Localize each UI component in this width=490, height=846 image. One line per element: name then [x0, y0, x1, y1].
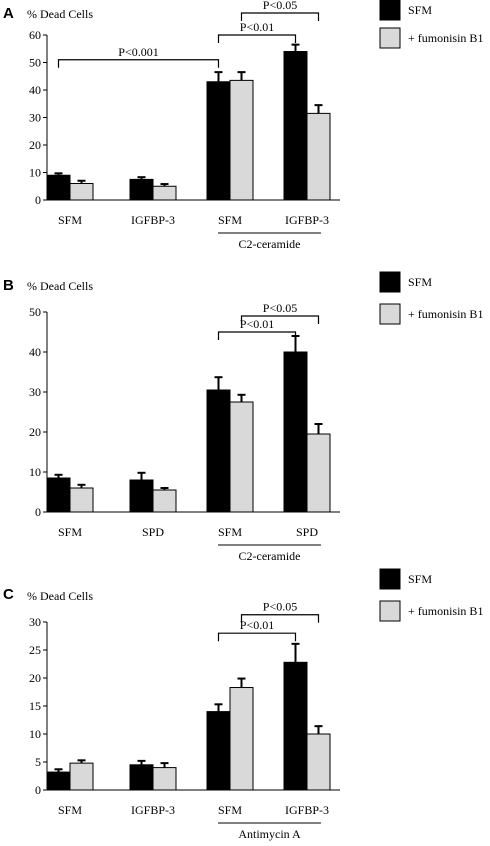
bar-fumonisin-1: [152, 489, 177, 513]
x-tick-label: SFM: [218, 803, 242, 817]
significance-label: P<0.001: [118, 45, 158, 59]
bar-fumonisin-3: [306, 112, 331, 201]
bar-sfm-0: [46, 771, 71, 791]
bar-fumonisin-0: [69, 762, 94, 791]
panel-c: C % Dead Cells 0 5 10 15 20 25 30 SFM IGFBP-3 SFM IG…: [3, 568, 483, 841]
legend-label-fumonisin: + fumonisin B1: [408, 31, 483, 45]
bar-sfm-0: [46, 174, 71, 201]
y-tick-label: 10: [29, 465, 41, 479]
y-tick-label: 5: [35, 755, 41, 769]
legend-swatch-fumonisin: [379, 303, 401, 325]
bar-fumonisin-1: [152, 767, 177, 791]
y-tick-label: 15: [29, 699, 41, 713]
bar-sfm-1: [129, 479, 154, 513]
bar-sfm-3: [283, 661, 308, 791]
bar-sfm-2: [206, 389, 231, 513]
x-tick-label: SFM: [58, 525, 82, 539]
group-label: C2-ceramide: [239, 237, 301, 251]
panel-letter: A: [3, 5, 14, 22]
x-tick-label: IGFBP-3: [285, 803, 329, 817]
legend-swatch-sfm: [379, 0, 401, 21]
significance-bracket: [240, 12, 320, 21]
bar-fumonisin-0: [69, 487, 94, 513]
panel-letter: B: [3, 277, 14, 294]
bar-sfm-3: [283, 351, 308, 513]
y-tick-label: 20: [29, 425, 41, 439]
x-tick-label: SFM: [58, 803, 82, 817]
significance-bracket: [217, 331, 297, 340]
x-tick-label: SPD: [296, 525, 318, 539]
y-tick-label: 60: [29, 28, 41, 42]
significance-bracket: [217, 632, 297, 642]
group-label: Antimycin A: [238, 827, 301, 841]
significance-label: P<0.05: [263, 301, 297, 315]
bar-fumonisin-3: [306, 733, 331, 791]
legend-swatch-sfm: [379, 271, 401, 293]
significance-label: P<0.01: [240, 20, 274, 34]
bar-sfm-1: [129, 764, 154, 791]
y-tick-label: 30: [29, 111, 41, 125]
x-tick-label: IGFBP-3: [285, 213, 329, 227]
significance-bracket: [240, 614, 320, 623]
y-tick-label: 50: [29, 305, 41, 319]
y-tick-label: 20: [29, 671, 41, 685]
group-label: C2-ceramide: [239, 549, 301, 563]
legend-label-fumonisin: + fumonisin B1: [408, 604, 483, 618]
y-tick-label: 30: [29, 385, 41, 399]
bar-fumonisin-2: [229, 687, 254, 791]
y-tick-label: 30: [29, 615, 41, 629]
panel-a: A % Dead Cells 0 10 20 30 40 50 60 SFM IGFBP-3 SFM I…: [3, 0, 483, 251]
x-tick-label: SFM: [218, 213, 242, 227]
bar-sfm-3: [283, 51, 308, 201]
x-tick-label: IGFBP-3: [131, 803, 175, 817]
panel-b: B % Dead Cells 0 10 20 30 40 50 SFM SPD SFM SPD C2-c…: [3, 271, 483, 563]
significance-label: P<0.01: [240, 618, 274, 632]
y-axis-label: % Dead Cells: [27, 589, 93, 603]
bar-sfm-2: [206, 81, 231, 201]
y-tick-label: 0: [35, 505, 41, 519]
legend-swatch-fumonisin: [379, 600, 401, 622]
y-tick-label: 25: [29, 643, 41, 657]
legend-label-sfm: SFM: [408, 275, 432, 289]
y-axis-label: % Dead Cells: [27, 279, 93, 293]
legend-swatch-fumonisin: [379, 27, 401, 49]
legend-label-sfm: SFM: [408, 572, 432, 586]
panel-letter: C: [3, 586, 14, 603]
x-tick-label: SFM: [218, 525, 242, 539]
y-tick-label: 10: [29, 166, 41, 180]
bar-fumonisin-0: [69, 183, 94, 201]
y-tick-label: 40: [29, 83, 41, 97]
y-tick-label: 0: [35, 783, 41, 797]
bar-fumonisin-2: [229, 79, 254, 201]
bar-fumonisin-3: [306, 433, 331, 513]
y-tick-label: 10: [29, 727, 41, 741]
significance-label: P<0.01: [240, 317, 274, 331]
bar-sfm-0: [46, 477, 71, 513]
y-tick-label: 50: [29, 56, 41, 70]
legend-label-sfm: SFM: [408, 3, 432, 17]
significance-bracket: [240, 315, 320, 324]
y-tick-label: 20: [29, 138, 41, 152]
y-tick-label: 40: [29, 345, 41, 359]
legend-swatch-sfm: [379, 568, 401, 590]
significance-bracket: [57, 59, 220, 68]
y-tick-label: 0: [35, 193, 41, 207]
x-tick-label: SFM: [58, 213, 82, 227]
significance-label: P<0.05: [263, 0, 297, 12]
significance-bracket: [217, 34, 297, 43]
x-tick-label: IGFBP-3: [131, 213, 175, 227]
bar-sfm-2: [206, 711, 231, 791]
legend-label-fumonisin: + fumonisin B1: [408, 307, 483, 321]
significance-label: P<0.05: [263, 600, 297, 614]
y-axis-label: % Dead Cells: [27, 7, 93, 21]
x-tick-label: SPD: [142, 525, 164, 539]
bar-sfm-1: [129, 178, 154, 201]
bar-fumonisin-1: [152, 185, 177, 201]
bar-fumonisin-2: [229, 401, 254, 513]
